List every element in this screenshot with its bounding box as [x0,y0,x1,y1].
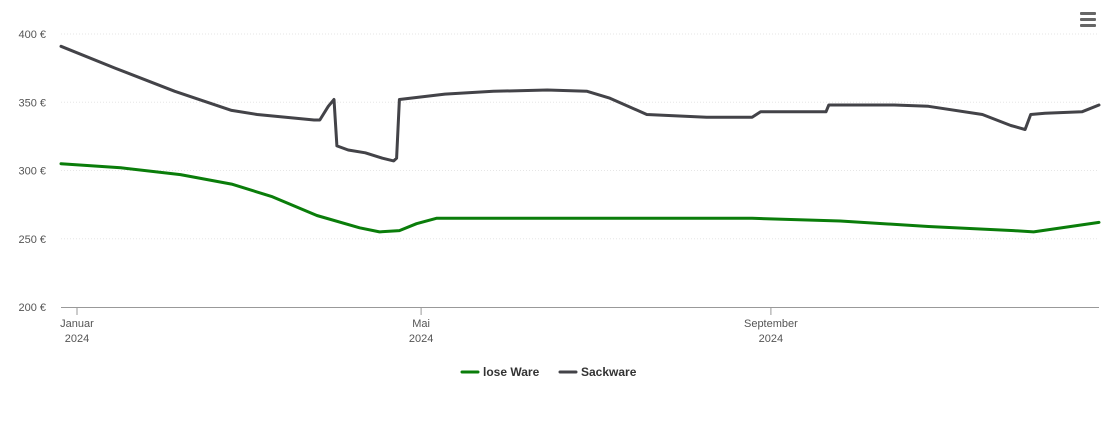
legend-item-lose-ware[interactable]: lose Ware [460,365,540,379]
x-tick-label: Januar [60,318,94,330]
series-line-lose-ware [59,162,1101,234]
y-tick-label: 350 € [18,97,46,109]
legend-item-sackware[interactable]: Sackware [558,365,637,379]
y-axis: 200 € 250 € 300 € 350 € 400 € [18,29,46,314]
y-tick-label: 300 € [18,166,46,178]
x-tick-year-label: 2024 [759,333,783,345]
hamburger-menu-icon[interactable] [1078,12,1098,32]
series-lines [59,44,1101,234]
y-tick-label: 400 € [18,29,46,41]
legend[interactable]: lose Ware Sackware [460,365,637,379]
legend-label: lose Ware [483,365,540,379]
x-tick-year-label: 2024 [409,333,433,345]
y-tick-label: 200 € [18,302,46,314]
legend-label: Sackware [581,365,637,379]
x-tick-label: September [744,318,798,330]
x-axis: Januar 2024 Mai 2024 September 2024 [60,307,1099,345]
grid-lines [61,33,1099,240]
x-tick-year-label: 2024 [65,333,89,345]
y-tick-label: 250 € [18,234,46,246]
series-line-sackware [59,44,1101,163]
x-tick-label: Mai [412,318,430,330]
